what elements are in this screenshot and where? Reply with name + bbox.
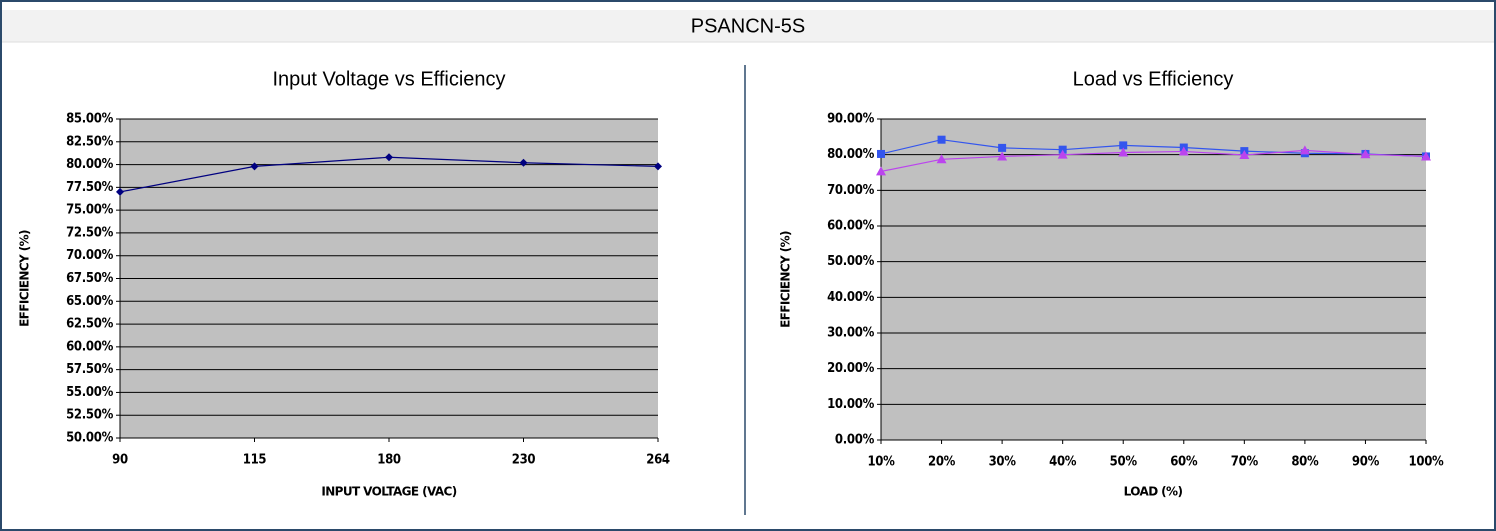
y-tick-label: 40.00% (827, 290, 874, 305)
marker (1239, 150, 1250, 160)
x-tick-label: 70% (1231, 455, 1259, 470)
marker (250, 162, 259, 171)
x-tick-label: 180 (377, 453, 401, 468)
x-tick-label: 115 (243, 453, 267, 468)
marker (1299, 145, 1310, 155)
x-tick-label: 80% (1291, 455, 1319, 470)
series-line (880, 149, 1427, 173)
y-tick-label: 60.00% (827, 219, 874, 234)
x-tick-label: 90% (1352, 455, 1380, 470)
y-tick-label: 67.50% (66, 271, 113, 286)
y-tick-label: 90.00% (827, 112, 874, 127)
marker (116, 187, 124, 196)
marker (1178, 146, 1189, 156)
y-tick-label: 70.00% (827, 183, 874, 198)
y-tick-label: 30.00% (827, 326, 874, 341)
y-tick-label: 20.00% (827, 361, 874, 376)
y-tick-label: 72.50% (66, 225, 113, 240)
marker (998, 143, 1007, 152)
x-tick-label: 230 (512, 453, 536, 468)
y-tick-label: 82.50% (66, 134, 113, 149)
y-tick-label: 55.00% (66, 385, 113, 400)
marker (1057, 149, 1068, 159)
x-tick-label: 264 (646, 453, 670, 468)
y-tick-label: 65.00% (66, 294, 113, 309)
marker (876, 166, 886, 176)
y-axis-label: EFFICIENCY (%) (779, 231, 793, 328)
y-tick-label: 52.50% (66, 408, 113, 423)
y-tick-label: 60.00% (66, 339, 113, 354)
x-tick-label: 40% (1049, 455, 1077, 470)
y-tick-label: 57.50% (66, 362, 113, 377)
x-tick-label: 50% (1110, 455, 1138, 470)
y-tick-label: 10.00% (827, 397, 874, 412)
marker (1360, 149, 1371, 159)
marker (936, 154, 947, 164)
y-tick-label: 62.50% (66, 317, 113, 332)
x-tick-label: 100% (1409, 455, 1445, 470)
marker (1118, 147, 1129, 157)
x-tick-label: 10% (867, 455, 895, 470)
y-tick-label: 85.00% (66, 112, 113, 127)
y-tick-label: 70.00% (66, 248, 113, 263)
marker (877, 149, 885, 158)
x-tick-label: 90 (112, 453, 128, 468)
marker (519, 158, 528, 167)
plot-area (881, 119, 1426, 440)
y-tick-label: 50.00% (827, 254, 874, 269)
y-tick-label: 80.00% (827, 147, 874, 162)
series-line (880, 139, 1427, 158)
marker (937, 135, 946, 144)
y-tick-label: 80.00% (66, 157, 113, 172)
y-tick-label: 75.00% (66, 203, 113, 218)
y-axis-label: EFFICIENCY (%) (18, 230, 32, 327)
x-tick-label: 30% (989, 455, 1017, 470)
header-bar (2, 10, 1494, 42)
y-tick-label: 77.50% (66, 180, 113, 195)
y-tick-label: 0.00% (835, 433, 875, 448)
x-axis-label: INPUT VOLTAGE (VAC) (321, 485, 456, 499)
marker (385, 153, 393, 162)
marker (654, 162, 662, 171)
x-axis-label: LOAD (%) (1124, 485, 1183, 499)
y-tick-label: 50.00% (66, 431, 113, 446)
x-tick-label: 20% (928, 455, 956, 470)
x-tick-label: 60% (1170, 455, 1198, 470)
page-title: PSANCN-5S (691, 15, 805, 37)
marker (1119, 141, 1128, 150)
chart-title: Load vs Efficiency (1073, 68, 1234, 90)
chart-title: Input Voltage vs Efficiency (272, 68, 505, 90)
marker (997, 151, 1008, 161)
marker (1421, 151, 1431, 161)
